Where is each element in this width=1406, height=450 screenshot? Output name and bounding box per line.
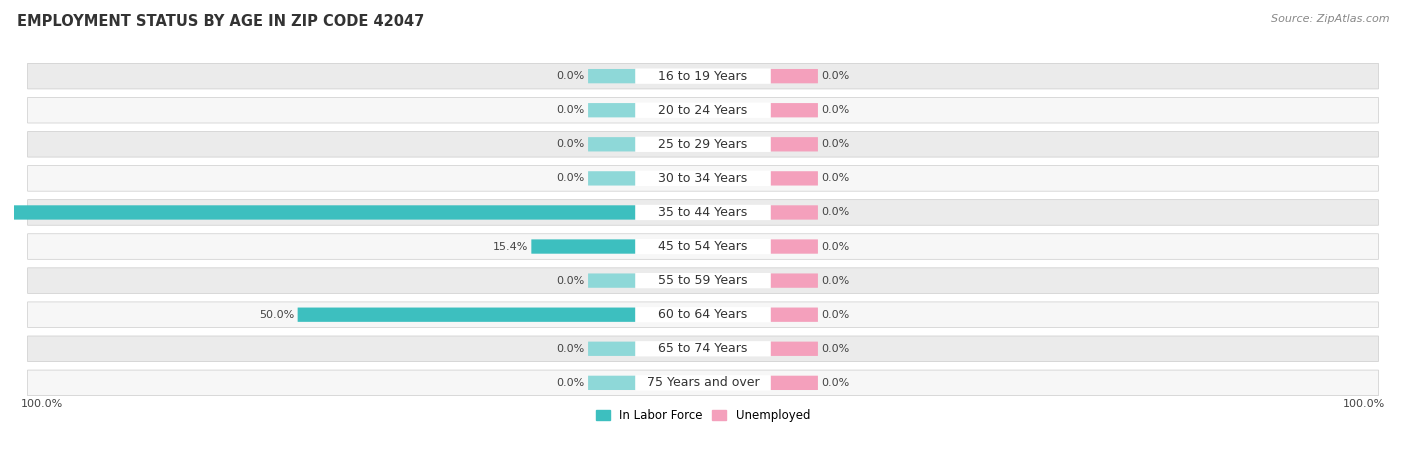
- Text: 0.0%: 0.0%: [557, 71, 585, 81]
- Text: 20 to 24 Years: 20 to 24 Years: [658, 104, 748, 117]
- Text: 0.0%: 0.0%: [821, 71, 849, 81]
- FancyBboxPatch shape: [28, 336, 1378, 361]
- FancyBboxPatch shape: [588, 274, 636, 288]
- Text: EMPLOYMENT STATUS BY AGE IN ZIP CODE 42047: EMPLOYMENT STATUS BY AGE IN ZIP CODE 420…: [17, 14, 425, 28]
- Text: 35 to 44 Years: 35 to 44 Years: [658, 206, 748, 219]
- FancyBboxPatch shape: [770, 342, 818, 356]
- Text: 0.0%: 0.0%: [821, 105, 849, 115]
- FancyBboxPatch shape: [636, 375, 770, 391]
- FancyBboxPatch shape: [636, 239, 770, 254]
- Text: 60 to 64 Years: 60 to 64 Years: [658, 308, 748, 321]
- FancyBboxPatch shape: [588, 137, 636, 152]
- FancyBboxPatch shape: [636, 171, 770, 186]
- FancyBboxPatch shape: [770, 307, 818, 322]
- FancyBboxPatch shape: [770, 274, 818, 288]
- Text: 30 to 34 Years: 30 to 34 Years: [658, 172, 748, 185]
- Text: 100.0%: 100.0%: [1343, 399, 1385, 409]
- Text: 50.0%: 50.0%: [259, 310, 294, 320]
- FancyBboxPatch shape: [28, 234, 1378, 259]
- FancyBboxPatch shape: [636, 68, 770, 84]
- FancyBboxPatch shape: [28, 63, 1378, 89]
- Text: 16 to 19 Years: 16 to 19 Years: [658, 70, 748, 83]
- Text: 0.0%: 0.0%: [821, 275, 849, 286]
- FancyBboxPatch shape: [770, 376, 818, 390]
- FancyBboxPatch shape: [636, 307, 770, 322]
- FancyBboxPatch shape: [588, 376, 636, 390]
- Text: 75 Years and over: 75 Years and over: [647, 376, 759, 389]
- FancyBboxPatch shape: [28, 200, 1378, 225]
- FancyBboxPatch shape: [588, 103, 636, 117]
- FancyBboxPatch shape: [636, 205, 770, 220]
- Text: 0.0%: 0.0%: [821, 207, 849, 217]
- FancyBboxPatch shape: [588, 69, 636, 83]
- FancyBboxPatch shape: [28, 370, 1378, 396]
- FancyBboxPatch shape: [28, 131, 1378, 157]
- Text: 25 to 29 Years: 25 to 29 Years: [658, 138, 748, 151]
- FancyBboxPatch shape: [636, 137, 770, 152]
- Text: 0.0%: 0.0%: [821, 378, 849, 388]
- FancyBboxPatch shape: [28, 166, 1378, 191]
- Text: 0.0%: 0.0%: [557, 275, 585, 286]
- FancyBboxPatch shape: [770, 239, 818, 254]
- Text: 0.0%: 0.0%: [821, 140, 849, 149]
- Text: 0.0%: 0.0%: [821, 242, 849, 252]
- FancyBboxPatch shape: [298, 307, 636, 322]
- Text: 0.0%: 0.0%: [557, 344, 585, 354]
- FancyBboxPatch shape: [636, 103, 770, 118]
- FancyBboxPatch shape: [588, 171, 636, 185]
- Text: 100.0%: 100.0%: [21, 399, 63, 409]
- FancyBboxPatch shape: [770, 137, 818, 152]
- Text: Source: ZipAtlas.com: Source: ZipAtlas.com: [1271, 14, 1389, 23]
- Text: 0.0%: 0.0%: [557, 173, 585, 184]
- FancyBboxPatch shape: [770, 103, 818, 117]
- Text: 0.0%: 0.0%: [821, 310, 849, 320]
- Text: 0.0%: 0.0%: [557, 378, 585, 388]
- Text: 45 to 54 Years: 45 to 54 Years: [658, 240, 748, 253]
- Text: 0.0%: 0.0%: [821, 344, 849, 354]
- FancyBboxPatch shape: [770, 205, 818, 220]
- FancyBboxPatch shape: [531, 239, 636, 254]
- FancyBboxPatch shape: [28, 302, 1378, 328]
- Legend: In Labor Force, Unemployed: In Labor Force, Unemployed: [596, 409, 810, 422]
- FancyBboxPatch shape: [636, 273, 770, 288]
- FancyBboxPatch shape: [636, 341, 770, 356]
- Text: 55 to 59 Years: 55 to 59 Years: [658, 274, 748, 287]
- FancyBboxPatch shape: [28, 98, 1378, 123]
- Text: 0.0%: 0.0%: [557, 105, 585, 115]
- FancyBboxPatch shape: [770, 69, 818, 83]
- Text: 65 to 74 Years: 65 to 74 Years: [658, 342, 748, 355]
- Text: 0.0%: 0.0%: [557, 140, 585, 149]
- FancyBboxPatch shape: [588, 342, 636, 356]
- Text: 0.0%: 0.0%: [821, 173, 849, 184]
- FancyBboxPatch shape: [770, 171, 818, 185]
- Text: 15.4%: 15.4%: [492, 242, 529, 252]
- FancyBboxPatch shape: [0, 205, 636, 220]
- FancyBboxPatch shape: [28, 268, 1378, 293]
